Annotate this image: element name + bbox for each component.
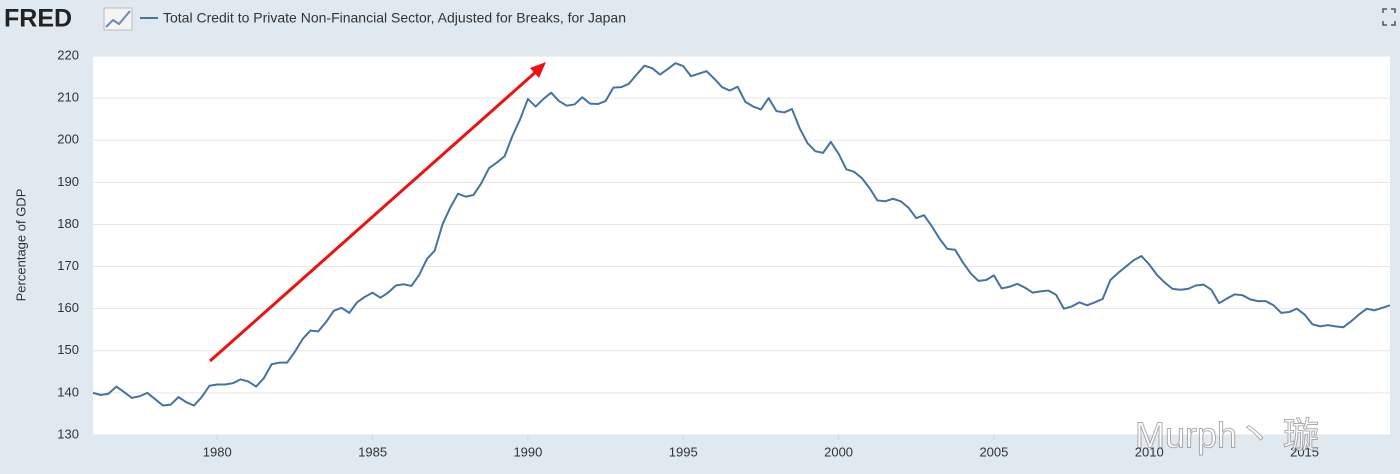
y-tick-label: 170 (57, 258, 79, 273)
x-tick-label: 2005 (979, 444, 1008, 459)
plot-area (93, 56, 1390, 435)
y-tick-label: 160 (57, 300, 79, 315)
x-tick-label: 1980 (203, 444, 232, 459)
logo-icon (103, 7, 133, 31)
y-tick-label: 140 (57, 384, 79, 399)
y-tick-label: 220 (57, 47, 79, 62)
y-tick-label: 190 (57, 174, 79, 189)
legend-label: Total Credit to Private Non-Financial Se… (163, 10, 626, 26)
y-tick-label: 210 (57, 90, 79, 105)
x-tick-label: 2010 (1135, 444, 1164, 459)
y-axis-label: Percentage of GDP (13, 189, 28, 302)
data-line (92, 62, 1391, 407)
x-tick-label: 1990 (513, 444, 542, 459)
x-tick-label: 1995 (669, 444, 698, 459)
x-tick-label: 1985 (358, 444, 387, 459)
fullscreen-icon[interactable] (1382, 8, 1396, 26)
y-tick-label: 150 (57, 342, 79, 357)
annotation-arrow (209, 68, 539, 363)
watermark: Murph丶 璇 (1135, 415, 1319, 456)
annotation-arrowhead (530, 62, 546, 78)
brand-logo[interactable]: FRED (4, 5, 72, 33)
x-tick-label: 2000 (824, 444, 853, 459)
y-tick-label: 180 (57, 216, 79, 231)
y-tick-label: 130 (57, 426, 79, 441)
x-tick-label: 2015 (1290, 444, 1319, 459)
y-tick-label: 200 (57, 132, 79, 147)
